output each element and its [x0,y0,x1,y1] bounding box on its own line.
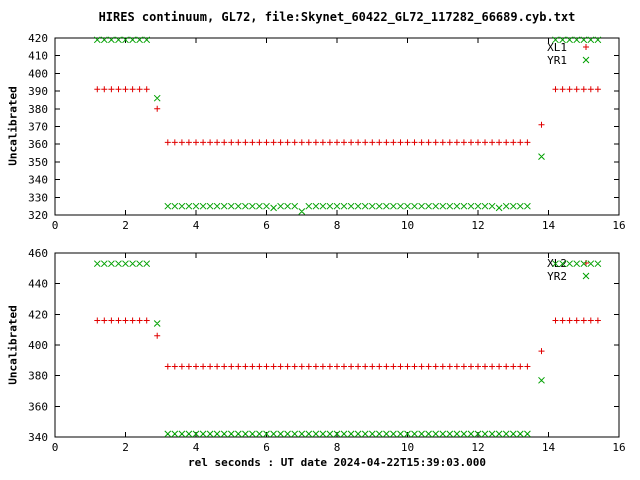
x-tick-label: 14 [542,219,556,232]
y-tick-label: 380 [28,370,48,383]
x-tick-label: 8 [334,441,341,454]
y-tick-label: 400 [28,67,48,80]
y-tick-label: 350 [28,156,48,169]
plot-border [54,252,620,438]
series-points-xl1 [94,86,601,146]
y-tick-label: 440 [28,278,48,291]
legend-label: YR2 [547,270,567,283]
x-tick-label: 2 [122,219,129,232]
y-tick-label: 390 [28,85,48,98]
y-tick-label: 360 [28,138,48,151]
x-tick-label: 0 [52,441,59,454]
x-tick-label: 16 [612,219,625,232]
y-tick-label: 320 [28,209,48,222]
legend-label: XL2 [547,257,567,270]
y-tick-label: 370 [28,121,48,134]
x-tick-label: 2 [122,441,129,454]
plot-border [54,37,620,216]
x-tick-label: 6 [263,441,270,454]
x-tick-label: 10 [401,219,414,232]
chart-title: HIRES continuum, GL72, file:Skynet_60422… [98,10,576,24]
y-tick-label: 410 [28,50,48,63]
x-tick-label: 12 [471,219,484,232]
x-tick-label: 0 [52,219,59,232]
x-tick-label: 14 [542,441,556,454]
y-tick-label: 380 [28,103,48,116]
series-points-yr1 [93,36,602,215]
y-tick-label: 420 [28,308,48,321]
series-points-xl2 [94,317,601,370]
x-tick-label: 8 [334,219,341,232]
x-tick-label: 6 [263,219,270,232]
legend-label: XL1 [547,41,567,54]
x-tick-label: 10 [401,441,414,454]
x-tick-label: 16 [612,441,625,454]
y-tick-label: 420 [28,32,48,45]
legend-label: YR1 [547,54,567,67]
x-tick-label: 12 [471,441,484,454]
legend-marker [582,272,590,280]
legend-marker [583,44,589,50]
y-tick-label: 400 [28,339,48,352]
y-tick-label: 340 [28,174,48,187]
x-tick-label: 4 [193,441,200,454]
y-tick-label: 330 [28,191,48,204]
x-tick-label: 4 [193,219,200,232]
legend-marker [582,56,590,64]
y-tick-label: 360 [28,400,48,413]
y-tick-label: 340 [28,431,48,444]
top-panel-chart: 0 2 4 6 8 10 12 14 16 320 330 340 350 360 370 380 390 400… [28,32,626,232]
y-tick-label: 460 [28,247,48,260]
series-points-yr2 [93,260,602,438]
x-axis-label: rel seconds : UT date 2024-04-22T15:39:0… [187,456,486,469]
